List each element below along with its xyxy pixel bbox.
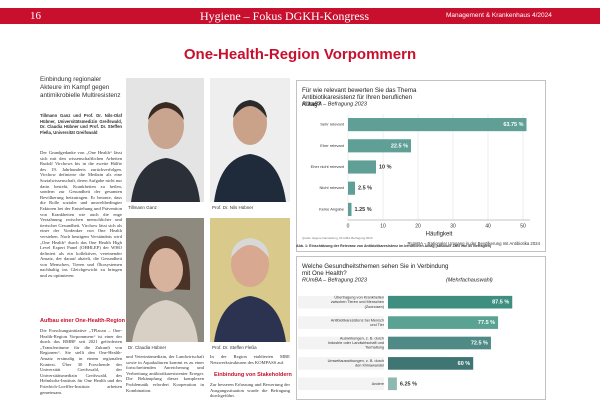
body-text: und Veterinärmedizin, der Landwirtschaft…	[126, 354, 204, 393]
chart-subtitle: RUmBA – Befragung 2023	[302, 101, 368, 107]
category-bg	[298, 357, 384, 370]
chart-title: Für wie relevant bewerten Sie das Thema A…	[302, 87, 417, 108]
y-tick-label: Antibiotikaresistenz bei Mensch und Tier	[331, 318, 385, 327]
portrait	[210, 78, 290, 202]
teaser: Einbindung regionaler Akteure im Kampf g…	[40, 76, 121, 99]
body-text: Der Grundgedanke von „One Health“ lässt …	[40, 150, 122, 279]
category-bg	[298, 316, 384, 329]
y-tick-label: Sehr relevant	[320, 122, 345, 127]
chart: Welche Gesundheitsthemen sehen Sie in Ve…	[296, 256, 546, 400]
bar	[348, 160, 376, 174]
subheading: Aufbau einer One-Health-Region	[40, 318, 125, 324]
article-title: One-Health-Region Vorpommern	[183, 46, 417, 63]
photo-caption: Prof. Dr. Steffen Fleßa	[212, 345, 257, 350]
issue: Management & Krankenhaus 4/2024	[446, 12, 552, 19]
y-tick-label: Eher nicht relevant	[311, 164, 345, 169]
body-text: Zur besseren Erfassung und Bewertung der…	[210, 382, 290, 399]
portrait-photo	[126, 218, 204, 342]
bar	[388, 336, 491, 350]
bar	[348, 181, 355, 195]
chart-note: (Mehrfachauswahl)	[446, 277, 493, 283]
value-label: 72.5 %	[471, 340, 488, 346]
subheading: Einbindung von Stakeholdern	[214, 372, 292, 378]
bar	[388, 316, 499, 329]
category-bg	[298, 377, 384, 391]
x-tick-label: 0	[347, 223, 350, 229]
portrait-photo	[210, 78, 290, 202]
value-label: 22.5 %	[391, 143, 408, 149]
portrait	[210, 218, 290, 342]
bar	[348, 118, 527, 132]
portrait	[126, 78, 204, 202]
bar	[388, 295, 513, 309]
y-tick-label: Nicht relevant	[320, 185, 345, 190]
bar	[348, 139, 411, 153]
bar	[348, 202, 352, 216]
y-tick-label: Übertragung von Krankheiten zwischen Tier…	[331, 296, 385, 309]
portrait-photo	[210, 218, 290, 342]
value-label: 60 %	[458, 361, 471, 367]
chart: Für wie relevant bewerten Sie das Thema A…	[296, 80, 546, 252]
chart-subtitle: RUmBA – Befragung 2023	[302, 277, 368, 283]
x-tick-label: 50	[520, 223, 526, 229]
page-number: 16	[30, 10, 41, 22]
value-label: 63.75 %	[503, 122, 523, 128]
category-bg	[298, 295, 384, 309]
value-label: 6.25 %	[400, 381, 417, 387]
y-tick-label: Umweltauswirkungen, z. B. durch den Klima…	[328, 359, 384, 368]
x-tick-label: 40	[485, 223, 491, 229]
chart-frame	[296, 80, 546, 252]
body-text: In der Region etablierten MRE Netzwerkst…	[210, 354, 290, 365]
bar	[388, 357, 474, 370]
photo-caption: Prof. Dr. Nils Hübner	[212, 205, 254, 210]
header-bar: 16 Hygiene – Fokus DGKH-Kongress Managem…	[0, 8, 600, 24]
authors: Tillmann Ganz und Prof. Dr. Nils-Olaf Hü…	[40, 113, 122, 135]
section-title: Hygiene – Fokus DGKH-Kongress	[200, 9, 369, 23]
portrait-photo	[126, 78, 204, 202]
chart-footer: RUmBA – Rationaler Umgang in der Bevölke…	[407, 241, 540, 246]
y-tick-label: Auswirkungen, z. B. durch Industrie oder …	[328, 336, 384, 349]
x-tick-label: 30	[450, 223, 456, 229]
category-bg	[298, 336, 384, 350]
value-label: 87.5 %	[492, 300, 509, 306]
y-tick-label: Andere	[372, 382, 384, 386]
bar	[388, 377, 397, 391]
value-label: 1.25 %	[355, 207, 372, 213]
chart-title: Welche Gesundheitsthemen sehen Sie in Ve…	[302, 263, 449, 277]
y-tick-label: Eher relevant	[320, 143, 345, 148]
chart-source: Quelle: Eigene Darstellung, RUmBA-Befrag…	[302, 236, 373, 240]
y-tick-label: Keine Angabe	[319, 206, 345, 211]
figure-caption: Abb. 1: Einschätzung der Relevanz von An…	[296, 244, 492, 248]
x-axis-label: Häufigkeit	[426, 232, 453, 238]
photo-caption: Dr. Claudia Hübner	[128, 345, 167, 350]
x-tick-label: 10	[380, 223, 386, 229]
x-tick-label: 20	[415, 223, 421, 229]
value-label: 2.5 %	[358, 186, 372, 192]
value-label: 10 %	[379, 164, 392, 170]
body-text: Die Forschungsinitiative „TPlacan – One-…	[40, 328, 122, 395]
value-label: 77.5 %	[478, 320, 495, 326]
photo-caption: Tillmann Ganz	[128, 205, 157, 210]
portrait	[126, 218, 204, 342]
